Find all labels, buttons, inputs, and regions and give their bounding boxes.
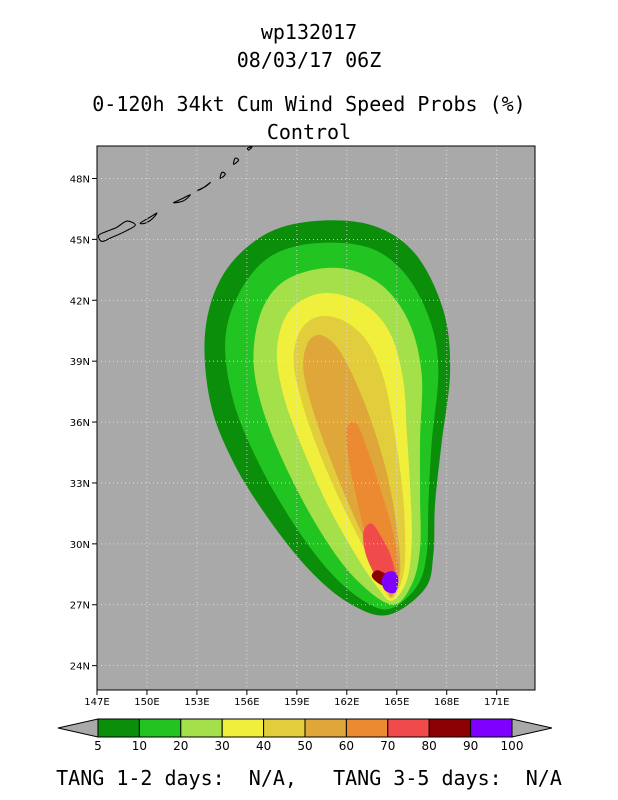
y-tick-label: 27N	[70, 601, 90, 612]
y-tick-label: 45N	[70, 235, 90, 246]
x-tick-label: 165E	[384, 697, 409, 708]
colorbar-label: 90	[463, 739, 478, 753]
coastline-segment	[173, 194, 191, 204]
colorbar-swatch	[180, 718, 223, 738]
x-tick-label: 147E	[84, 697, 109, 708]
tang-1-2-value: N/A,	[248, 766, 297, 790]
coastline-segment	[246, 146, 253, 151]
colorbar-label: 60	[339, 739, 354, 753]
y-tick-label: 39N	[70, 357, 90, 368]
x-tick-label: 150E	[134, 697, 159, 708]
y-tick-label: 30N	[70, 540, 90, 551]
storm-id: wp132017	[260, 20, 358, 44]
colorbar-swatch	[428, 718, 472, 738]
colorbar-swatch	[304, 718, 347, 738]
y-tick-label: 48N	[70, 174, 90, 185]
chart-title: 0-120h 34kt Cum Wind Speed Probs (%)	[92, 92, 526, 116]
x-tick-label: 162E	[334, 697, 359, 708]
colorbar-label: 50	[297, 739, 312, 753]
colorbar-label: 40	[256, 739, 271, 753]
colorbar-swatch	[263, 718, 306, 738]
colorbar-swatch	[221, 718, 265, 738]
coastline-segment	[219, 171, 226, 180]
tang-footer: TANG 1-2 days: N/A, TANG 3-5 days: N/A	[0, 766, 618, 790]
prob-contour-90	[381, 571, 399, 594]
colorbar-swatch	[138, 718, 182, 738]
tang-1-2-label: TANG 1-2 days:	[56, 766, 225, 790]
coastline-segment	[139, 212, 158, 225]
colorbar-label: 5	[94, 739, 102, 753]
colorbar-label: 80	[422, 739, 437, 753]
colorbar-min-arrow	[57, 718, 99, 738]
colorbar-label: 20	[173, 739, 188, 753]
coastline-segment	[232, 157, 240, 165]
x-tick-label: 168E	[434, 697, 459, 708]
colorbar-label: 10	[132, 739, 147, 753]
colorbar-swatch	[345, 718, 389, 738]
colorbar-label: 70	[380, 739, 395, 753]
coastline-segment	[97, 220, 136, 242]
colorbar-swatch	[387, 718, 430, 738]
colorbar-swatch	[97, 718, 140, 738]
x-tick-label: 171E	[484, 697, 509, 708]
y-tick-label: 24N	[70, 662, 90, 673]
y-tick-label: 33N	[70, 479, 90, 490]
y-tick-label: 42N	[70, 296, 90, 307]
forecast-datetime: 08/03/17 06Z	[236, 48, 382, 72]
x-tick-label: 159E	[284, 697, 309, 708]
tang-3-5-value: N/A	[525, 766, 562, 790]
x-tick-label: 153E	[184, 697, 209, 708]
colorbar-label: 100	[501, 739, 524, 753]
x-tick-label: 156E	[234, 697, 259, 708]
plot-frame	[96, 145, 536, 691]
colorbar-max-arrow	[511, 718, 553, 738]
colorbar-swatch	[470, 718, 513, 738]
coastline-segment	[196, 181, 211, 192]
colorbar-label: 30	[215, 739, 230, 753]
tang-3-5-label: TANG 3-5 days:	[333, 766, 502, 790]
plot-content	[97, 146, 535, 690]
chart-subtitle: Control	[266, 120, 352, 144]
y-tick-label: 36N	[70, 418, 90, 429]
